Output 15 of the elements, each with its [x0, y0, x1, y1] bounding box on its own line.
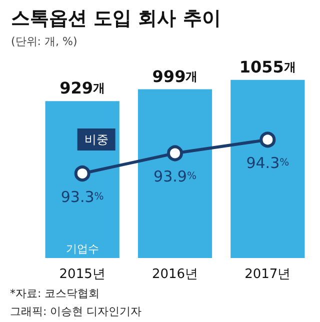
- text: *자료: 코스닥협회: [10, 287, 100, 300]
- x-tick-label: 2017년: [244, 267, 291, 282]
- data-label: 999개: [152, 66, 198, 86]
- series-label: 기업수: [66, 242, 99, 256]
- chart-title: 스톡옵션 도입 회사 추이: [11, 8, 221, 30]
- data-label: 94.3%: [246, 154, 290, 172]
- data-label: 93.9%: [154, 168, 196, 186]
- data-label: 929개: [60, 78, 106, 98]
- data-label: 1055개: [239, 57, 296, 76]
- data-label: 93.3%: [60, 188, 104, 206]
- x-tick-label: 2016년: [152, 267, 198, 282]
- series-label: 비중: [84, 132, 108, 147]
- chart-subtitle: (단위: 개, %): [11, 35, 78, 48]
- text: 그래픽: 이승현 디자인기자: [10, 305, 142, 318]
- x-tick-label: 2015년: [59, 267, 106, 282]
